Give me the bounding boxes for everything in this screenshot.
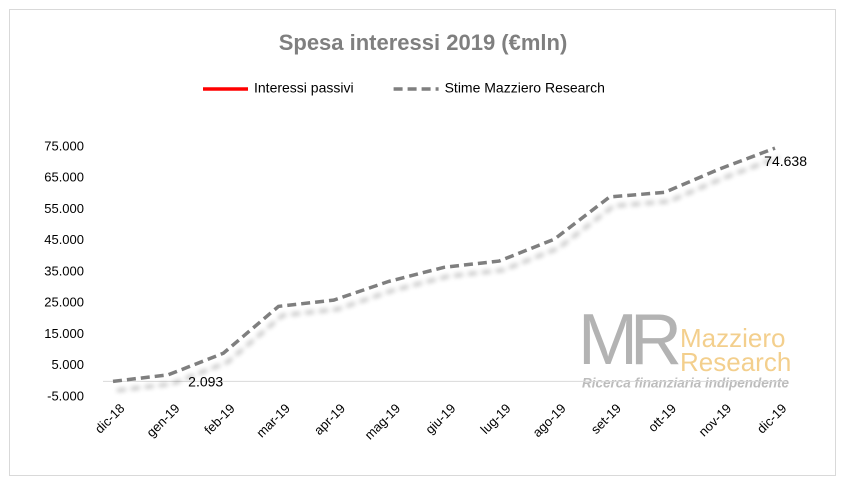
- series-line: [112, 146, 776, 384]
- y-tick-label: 5.000: [51, 357, 84, 372]
- y-tick-label: 25.000: [44, 295, 84, 310]
- y-tick-label: 55.000: [44, 201, 84, 216]
- y-tick-label: -5.000: [47, 388, 84, 403]
- watermark-logo: MR: [578, 300, 679, 380]
- chart-title: Spesa interessi 2019 (€mln): [279, 30, 568, 55]
- watermark-tagline: Ricerca finanziaria indipendente: [582, 376, 790, 391]
- y-tick-label: 45.000: [44, 232, 84, 247]
- y-tick-label: 15.000: [44, 326, 84, 341]
- watermark: MR Mazziero Research Ricerca finanziaria…: [578, 300, 791, 391]
- y-tick-label: 75.000: [44, 138, 84, 153]
- legend-label: Interessi passivi: [254, 80, 354, 96]
- data-label: 2.093: [188, 374, 223, 390]
- y-tick-label: 65.000: [44, 170, 84, 185]
- watermark-brand: Research: [680, 347, 791, 377]
- chart-border: [9, 9, 836, 476]
- data-label: 74.638: [764, 153, 807, 169]
- y-tick-label: 35.000: [44, 263, 84, 278]
- watermark-brand: Mazziero: [680, 323, 785, 353]
- legend-label: Stime Mazziero Research: [445, 80, 605, 96]
